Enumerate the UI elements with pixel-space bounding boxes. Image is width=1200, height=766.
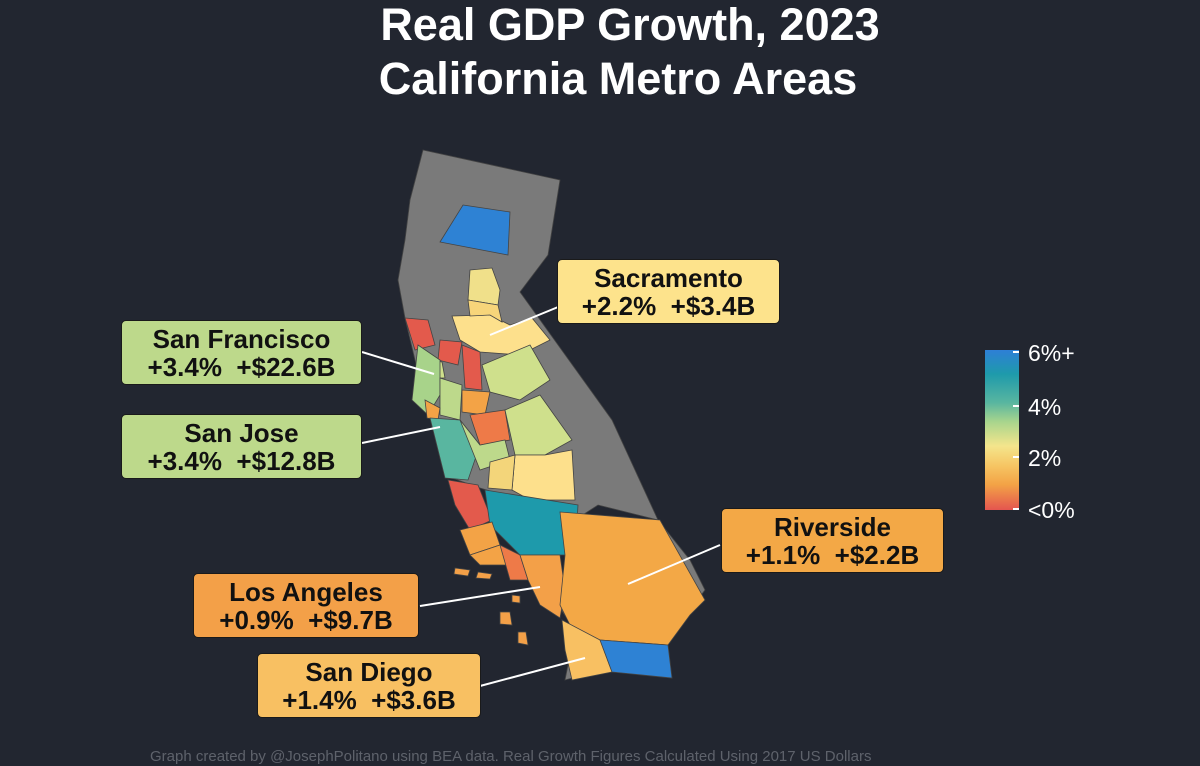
- legend-color-bar: [985, 350, 1019, 510]
- legend-label-0: <0%: [1028, 497, 1075, 523]
- metro-hanford: [487, 454, 516, 491]
- callout-values: +1.1% +$2.2B: [745, 540, 920, 570]
- legend-label-6: 6%+: [1028, 340, 1075, 366]
- metro-los-angeles: [519, 554, 566, 619]
- metro-santa-rosa: [404, 317, 436, 351]
- callout-los-angeles: Los Angeles +0.9% +$9.7B: [193, 573, 419, 638]
- callout-name: Los Angeles: [229, 577, 383, 607]
- metro-salinas: [459, 419, 511, 471]
- legend-label-2: 2%: [1028, 445, 1062, 471]
- metro-fresno: [504, 394, 573, 456]
- metro-san-diego: [561, 619, 613, 681]
- callout-values: +1.4% +$3.6B: [282, 685, 456, 715]
- chart-title: Real GDP Growth, 2023: [380, 0, 880, 50]
- leader-san-francisco: [361, 351, 435, 375]
- legend-tick: [1013, 456, 1019, 458]
- callout-name: San Jose: [184, 418, 299, 448]
- callout-san-francisco: San Francisco +3.4% +$22.6B: [121, 320, 362, 385]
- metro-napa: [437, 339, 463, 366]
- leader-los-angeles: [419, 586, 541, 607]
- metro-yuba: [467, 299, 503, 323]
- metro-stockton: [461, 344, 483, 391]
- footer-credit: Graph created by @JosephPolitano using B…: [150, 748, 872, 765]
- metro-chico: [467, 267, 501, 306]
- callout-san-jose: San Jose +3.4% +$12.8B: [121, 414, 362, 479]
- metro-oakland: [439, 377, 463, 421]
- callout-name: San Francisco: [152, 324, 331, 354]
- legend-tick: [1013, 405, 1019, 407]
- legend-tick: [1013, 351, 1019, 353]
- chart-subtitle: California Metro Areas: [378, 53, 858, 104]
- metro-redding: [439, 204, 511, 256]
- leader-san-diego: [479, 657, 586, 687]
- leader-riverside: [627, 544, 721, 585]
- legend-label-4: 4%: [1028, 394, 1062, 420]
- leader-san-jose: [361, 426, 441, 444]
- callout-name: San Diego: [305, 657, 433, 687]
- callout-values: +3.4% +$12.8B: [147, 446, 336, 476]
- callout-san-diego: San Diego +1.4% +$3.6B: [257, 653, 481, 718]
- channel-islands: [453, 567, 529, 646]
- metro-sierra: [481, 344, 551, 401]
- legend-tick: [1013, 508, 1019, 510]
- callout-values: +0.9% +$9.7B: [219, 605, 393, 635]
- callout-name: Riverside: [773, 512, 892, 542]
- metro-merced: [469, 409, 511, 446]
- metro-modesto: [461, 389, 491, 416]
- callout-values: +3.4% +$22.6B: [147, 352, 336, 382]
- metro-el-centro: [599, 639, 673, 679]
- metro-riverside: [559, 511, 706, 646]
- metro-visalia: [511, 449, 576, 501]
- leader-sacramento: [489, 304, 564, 336]
- callout-riverside: Riverside +1.1% +$2.2B: [721, 508, 944, 573]
- callout-sacramento: Sacramento +2.2% +$3.4B: [557, 259, 780, 324]
- callout-values: +2.2% +$3.4B: [581, 291, 756, 321]
- callout-name: Sacramento: [594, 263, 743, 293]
